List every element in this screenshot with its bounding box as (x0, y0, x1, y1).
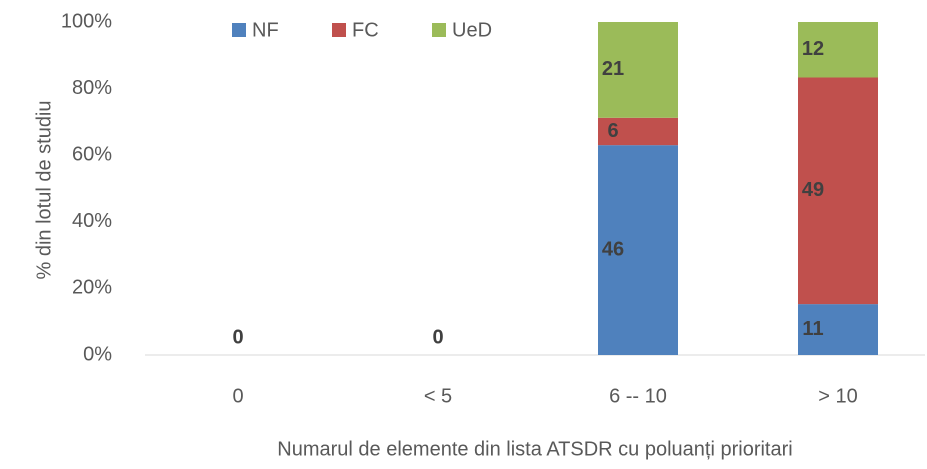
y-axis-title: % din lotul de studiu (33, 100, 55, 279)
legend-label: NF (252, 19, 279, 41)
data-label: 12 (802, 38, 824, 60)
data-label: 6 (607, 120, 618, 142)
data-label: 0 (232, 326, 243, 348)
bar-segment (798, 77, 878, 305)
x-tick-label: > 10 (818, 385, 857, 407)
y-tick-label: 60% (72, 143, 112, 165)
data-label: 21 (602, 58, 624, 80)
x-tick-label: 0 (232, 385, 243, 407)
data-label: 0 (432, 326, 443, 348)
bar-segment (598, 22, 678, 118)
y-tick-label: 0% (83, 343, 112, 365)
x-tick-label: 6 -- 10 (609, 385, 667, 407)
y-tick-label: 40% (72, 210, 112, 232)
y-tick-label: 80% (72, 77, 112, 99)
y-tick-label: 100% (61, 10, 112, 32)
data-label: 49 (802, 179, 824, 201)
legend-label: UeD (452, 19, 492, 41)
legend-swatch (432, 23, 446, 37)
x-tick-label: < 5 (424, 385, 452, 407)
data-label: 11 (802, 318, 823, 340)
x-axis-title: Numarul de elemente din lista ATSDR cu p… (277, 438, 792, 460)
legend-swatch (232, 23, 246, 37)
bar-segment (798, 304, 878, 355)
legend-label: FC (352, 19, 379, 41)
bar-segment (598, 145, 678, 355)
legend-swatch (332, 23, 346, 37)
data-label: 46 (602, 238, 624, 260)
y-tick-label: 20% (72, 277, 112, 299)
bar-segment (598, 117, 678, 146)
bar-segment (798, 22, 878, 78)
